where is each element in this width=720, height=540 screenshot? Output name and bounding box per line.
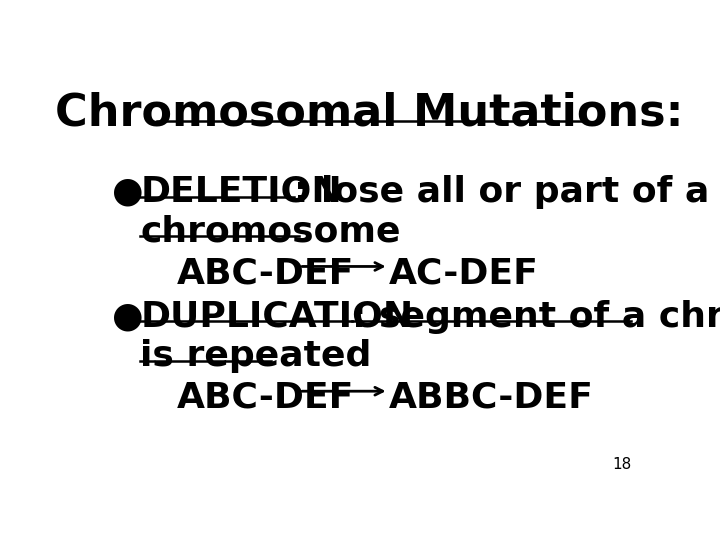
Text: is repeated: is repeated xyxy=(140,339,372,373)
Text: ABC-DEF: ABC-DEF xyxy=(176,381,354,415)
Text: ABC-DEF: ABC-DEF xyxy=(176,256,354,290)
Text: chromosome: chromosome xyxy=(140,214,401,248)
Text: DELETION: DELETION xyxy=(140,175,342,209)
Text: Chromosomal Mutations:: Chromosomal Mutations: xyxy=(55,92,683,135)
Text: ●: ● xyxy=(112,300,144,334)
Text: DUPLICATION: DUPLICATION xyxy=(140,300,413,334)
Text: 18: 18 xyxy=(612,457,631,472)
Text: : segment of a chromosome: : segment of a chromosome xyxy=(352,300,720,334)
Text: AC-DEF: AC-DEF xyxy=(389,256,539,290)
Text: ABBC-DEF: ABBC-DEF xyxy=(389,381,593,415)
Text: : lose all or part of a: : lose all or part of a xyxy=(294,175,709,209)
Text: ●: ● xyxy=(112,175,144,209)
